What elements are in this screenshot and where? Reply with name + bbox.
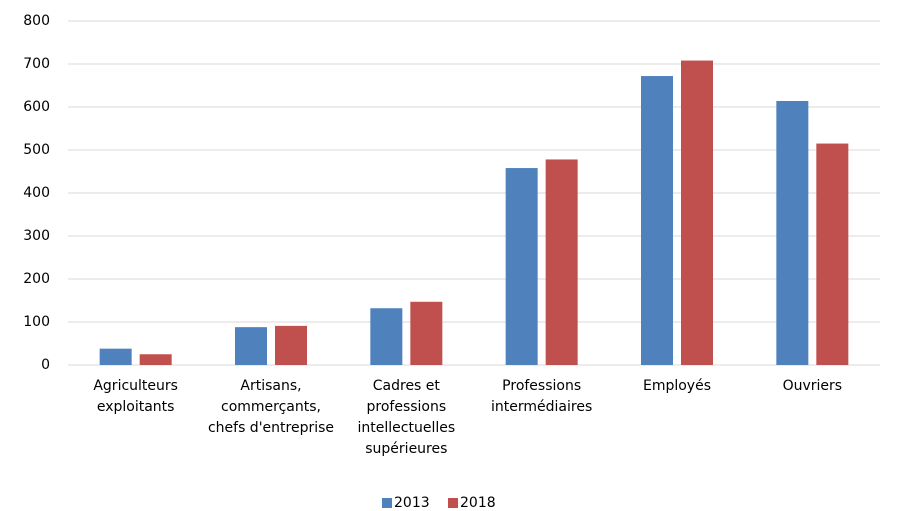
legend-label: 2018	[460, 495, 496, 511]
y-tick-label: 800	[23, 13, 50, 29]
x-tick-label: Ouvriers	[782, 378, 843, 394]
bar	[410, 301, 443, 365]
legend-swatch	[448, 498, 458, 508]
bar	[370, 308, 403, 365]
y-tick-label: 400	[23, 185, 50, 201]
bar	[275, 325, 307, 365]
x-tick-label: Agriculteurs exploitants	[93, 378, 178, 415]
y-tick-label: 200	[23, 271, 50, 287]
y-tick-label: 700	[23, 56, 50, 72]
y-tick-label: 0	[41, 357, 50, 373]
bar	[681, 60, 713, 366]
y-tick-label: 500	[23, 142, 50, 158]
x-tick-label: Cadres et professions intellectuelles su…	[357, 378, 456, 457]
bar	[235, 327, 267, 365]
bar	[641, 76, 673, 365]
legend-label: 2013	[394, 495, 430, 511]
legend-swatch	[382, 498, 392, 508]
y-tick-label: 100	[23, 314, 50, 330]
y-tick-label: 300	[23, 228, 50, 244]
bar	[99, 348, 132, 365]
x-tick-label: Professions intermédiaires	[491, 378, 593, 415]
bar	[505, 168, 538, 365]
x-tick-label: Artisans, commerçants, chefs d'entrepris…	[207, 378, 335, 436]
bar	[816, 143, 849, 365]
bar	[545, 159, 578, 365]
y-tick-label: 600	[23, 99, 50, 115]
bar	[139, 354, 172, 365]
bar	[776, 100, 809, 365]
x-tick-label: Employés	[642, 378, 712, 394]
